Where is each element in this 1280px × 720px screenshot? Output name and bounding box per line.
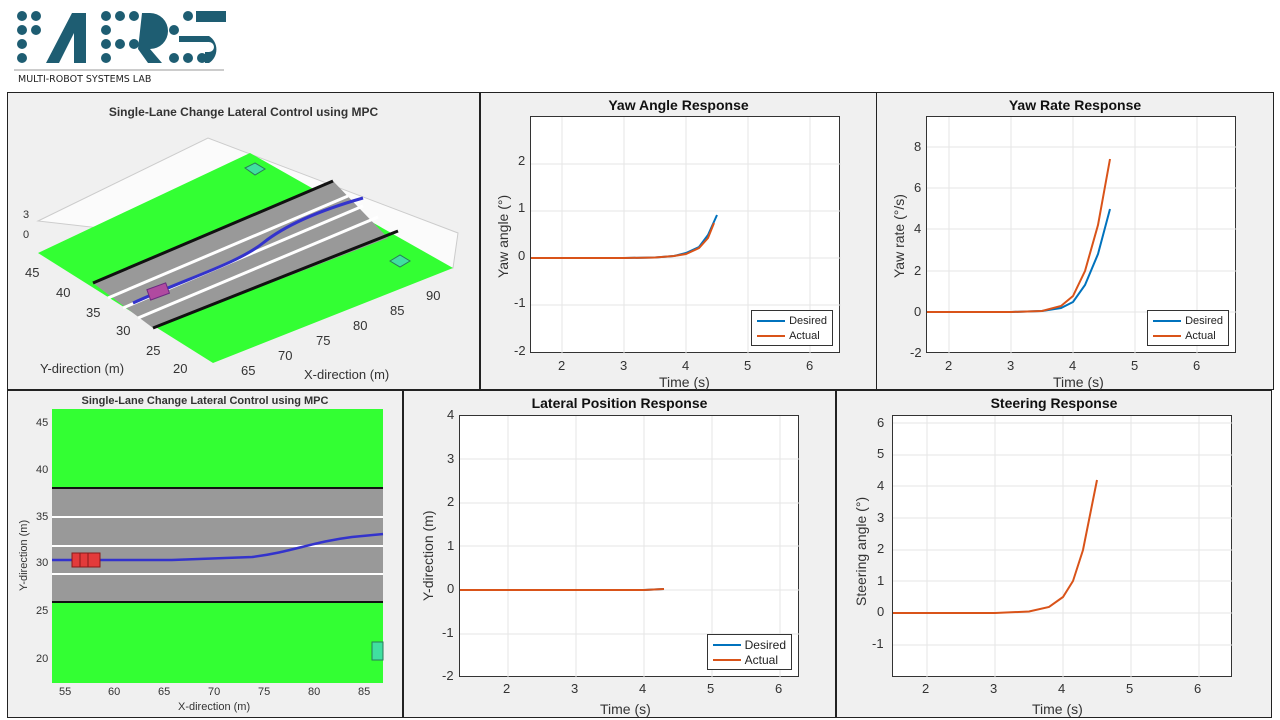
lateral-axes: Desired Actual [459,415,800,678]
yaw-rate-legend: Desired Actual [1147,310,1229,346]
scene2d-plot [52,487,384,661]
scene2d-axes [52,409,384,683]
scene3d-plot [36,137,459,363]
panel-yaw-angle: Yaw Angle Response Desired Actual 2 1 0 … [480,92,877,390]
panel-2d-scene: Single-Lane Change Lateral Control using… [7,390,403,718]
steering-axes [892,415,1233,678]
yaw-rate-title: Yaw Rate Response [1008,97,1142,113]
lateral-title: Lateral Position Response [531,395,708,411]
yaw-angle-axes: Desired Actual [530,116,841,354]
yaw-angle-title: Yaw Angle Response [608,97,749,113]
scene3d-title: Single-Lane Change Lateral Control using… [108,105,379,119]
mrs-logo-graphic: MULTI-ROBOT SYSTEMS LAB [14,11,226,85]
yaw-angle-plot [531,117,841,354]
svg-text:MULTI-ROBOT SYSTEMS LAB: MULTI-ROBOT SYSTEMS LAB [18,74,151,85]
panel-lateral-position: Lateral Position Response Desired Actual… [403,390,836,718]
panel-3d-scene: Single-Lane Change Lateral Control using… [7,92,480,390]
scene2d-title: Single-Lane Change Lateral Control using… [81,395,329,407]
lateral-legend: Desired Actual [706,634,792,670]
steering-title: Steering Response [990,395,1118,411]
steering-plot [893,416,1233,678]
panel-steering: Steering Response 6 5 4 3 2 1 0 -1 2 3 4… [836,390,1272,718]
lateral-plot [460,416,800,678]
yaw-angle-legend: Desired Actual [751,310,833,346]
yaw-rate-axes: Desired Actual [926,116,1237,354]
panel-yaw-rate: Yaw Rate Response Desired Actual 8 6 4 2… [876,92,1274,390]
mrs-logo: MULTI-ROBOT SYSTEMS LAB [14,8,234,88]
